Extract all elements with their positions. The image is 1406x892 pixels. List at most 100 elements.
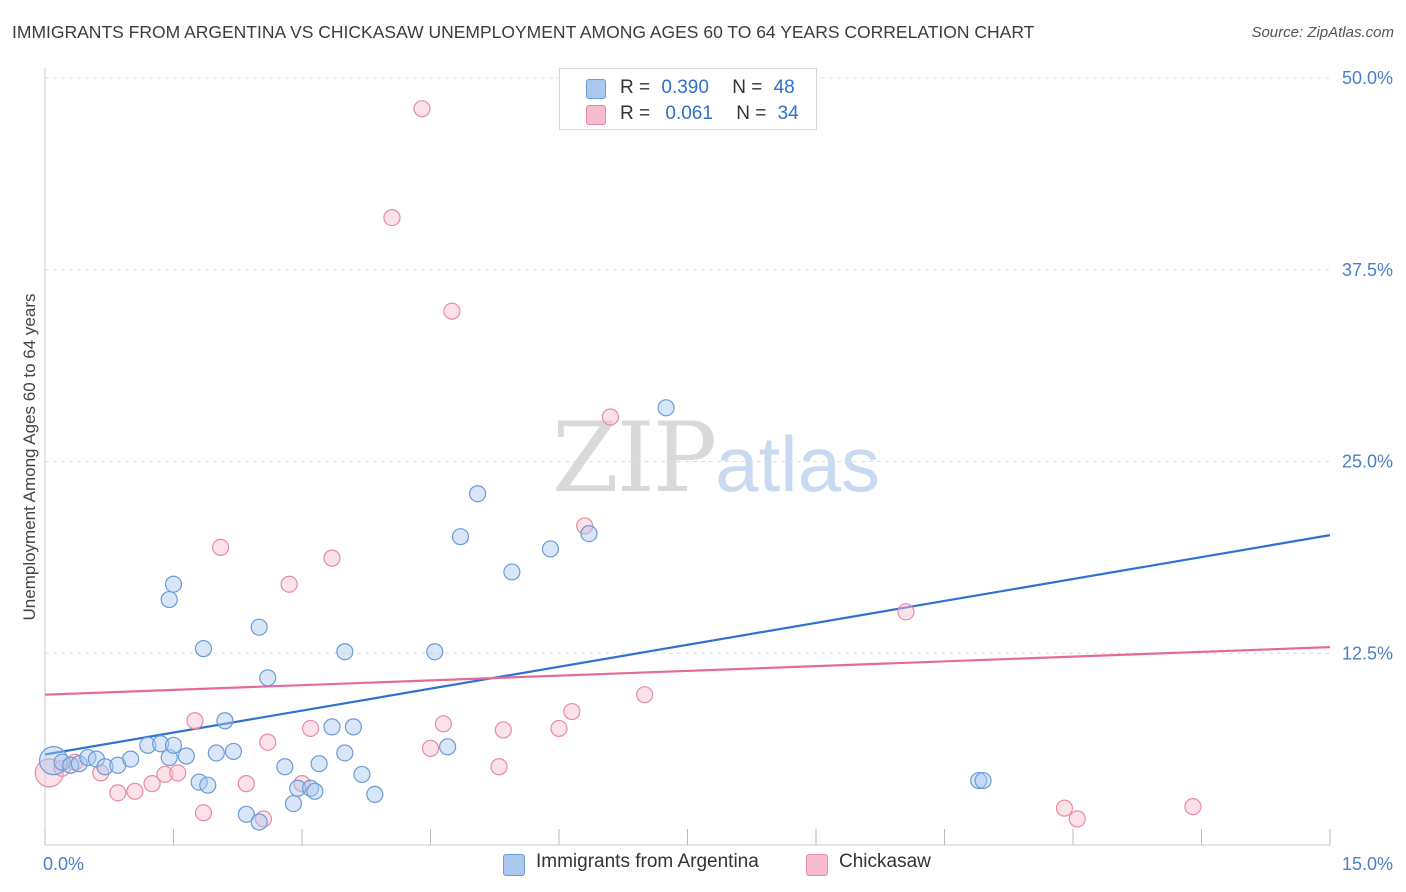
- data-point-argentina: [276, 758, 294, 776]
- data-point-chickasaw: [434, 715, 452, 733]
- data-point-chickasaw: [259, 733, 277, 751]
- data-point-chickasaw: [601, 408, 620, 426]
- data-point-argentina: [216, 712, 234, 730]
- chart-title: IMMIGRANTS FROM ARGENTINA VS CHICKASAW U…: [12, 22, 1035, 42]
- data-point-argentina: [177, 747, 195, 765]
- data-point-chickasaw: [443, 302, 461, 320]
- source-note: Source: ZipAtlas.com: [1251, 24, 1394, 41]
- data-point-chickasaw: [1068, 810, 1086, 828]
- legend: R = 0.390 N = 48 R = 0.061 N = 34: [559, 68, 817, 130]
- trendlines: [44, 534, 1331, 756]
- data-point-chickasaw: [126, 782, 144, 800]
- data-point-argentina: [970, 771, 988, 790]
- data-point-argentina: [344, 718, 362, 736]
- data-point-argentina: [62, 756, 80, 774]
- data-point-chickasaw: [413, 100, 431, 118]
- data-point-chickasaw: [323, 549, 341, 567]
- data-point-chickasaw: [550, 719, 568, 738]
- watermark-zip: ZIP: [552, 402, 717, 514]
- data-point-chickasaw: [897, 603, 915, 621]
- data-point-argentina: [657, 399, 675, 417]
- data-point-argentina: [38, 746, 69, 776]
- y-tick-label: 50.0%: [1342, 68, 1393, 88]
- legend-r-value-series2: 0.061: [665, 103, 713, 124]
- data-point-argentina: [199, 776, 217, 794]
- legend-r-value-series1: 0.390: [661, 77, 709, 98]
- data-point-argentina: [439, 738, 457, 756]
- data-point-chickasaw: [1055, 799, 1074, 817]
- data-point-argentina: [503, 563, 521, 581]
- data-point-argentina: [164, 736, 183, 754]
- data-points: [34, 100, 1202, 831]
- data-point-argentina: [336, 744, 354, 762]
- data-point-argentina: [323, 718, 341, 736]
- data-point-chickasaw: [563, 702, 581, 721]
- data-point-argentina: [70, 755, 88, 773]
- axes: [44, 68, 1331, 846]
- data-point-chickasaw: [156, 765, 174, 784]
- watermark: ZIPatlas: [552, 402, 880, 514]
- data-point-argentina: [353, 765, 371, 784]
- bottom-legend-swatch-blue: [503, 854, 525, 876]
- data-point-argentina: [164, 575, 183, 593]
- data-point-argentina: [259, 669, 277, 687]
- data-point-argentina: [79, 748, 97, 767]
- data-point-chickasaw: [169, 764, 187, 782]
- data-point-argentina: [122, 750, 140, 768]
- data-point-chickasaw: [237, 775, 255, 793]
- y-tick-label: 25.0%: [1342, 452, 1393, 472]
- bottom-legend-label-series1: Immigrants from Argentina: [536, 851, 759, 872]
- data-point-argentina: [160, 590, 178, 609]
- legend-swatch-blue: [586, 79, 606, 99]
- legend-n-value-series1: 48: [773, 77, 795, 98]
- data-point-argentina: [139, 736, 157, 754]
- data-point-argentina: [289, 779, 307, 797]
- legend-n-value-series2: 34: [777, 103, 799, 124]
- data-point-argentina: [336, 643, 354, 661]
- bottom-legend-label-series2: Chickasaw: [839, 851, 931, 872]
- data-point-argentina: [237, 805, 255, 823]
- legend-r-label: R =: [620, 103, 651, 124]
- data-point-argentina: [580, 524, 598, 543]
- data-point-chickasaw: [490, 758, 508, 776]
- data-point-chickasaw: [34, 758, 64, 788]
- data-point-chickasaw: [212, 538, 230, 557]
- data-point-argentina: [250, 618, 268, 636]
- data-point-argentina: [469, 485, 487, 503]
- data-point-argentina: [451, 528, 470, 546]
- data-point-argentina: [224, 742, 243, 761]
- watermark-atlas: atlas: [715, 420, 880, 508]
- data-point-chickasaw: [383, 208, 401, 227]
- data-point-argentina: [250, 813, 268, 831]
- data-point-chickasaw: [109, 784, 127, 802]
- data-point-chickasaw: [280, 575, 298, 593]
- data-point-argentina: [310, 755, 328, 773]
- data-point-argentina: [974, 771, 992, 790]
- data-point-chickasaw: [421, 739, 440, 757]
- data-point-argentina: [366, 785, 384, 803]
- data-point-argentina: [194, 640, 213, 658]
- y-tick-label: 37.5%: [1342, 260, 1393, 280]
- data-point-argentina: [152, 735, 170, 753]
- data-point-argentina: [306, 782, 324, 800]
- data-point-chickasaw: [186, 712, 204, 730]
- data-point-chickasaw: [301, 719, 320, 738]
- x-tick-label: 0.0%: [43, 854, 84, 874]
- trendline-argentina: [44, 534, 1331, 756]
- data-point-chickasaw: [494, 721, 512, 739]
- data-point-argentina: [96, 758, 114, 776]
- legend-swatch-pink: [586, 105, 606, 125]
- y-axis-label: Unemployment Among Ages 60 to 64 years: [20, 294, 39, 621]
- data-point-argentina: [541, 540, 560, 558]
- data-point-chickasaw: [194, 804, 213, 822]
- data-point-chickasaw: [143, 775, 161, 793]
- legend-n-label: N =: [732, 77, 763, 98]
- tick-labels: 12.5% 25.0% 37.5% 50.0% 0.0% 15.0%: [43, 68, 1393, 874]
- y-tick-label: 12.5%: [1342, 643, 1393, 663]
- data-point-argentina: [426, 643, 444, 661]
- trendline-chickasaw: [44, 646, 1331, 696]
- x-tick-label: 15.0%: [1342, 854, 1393, 874]
- data-point-argentina: [207, 744, 225, 762]
- data-point-chickasaw: [636, 686, 654, 704]
